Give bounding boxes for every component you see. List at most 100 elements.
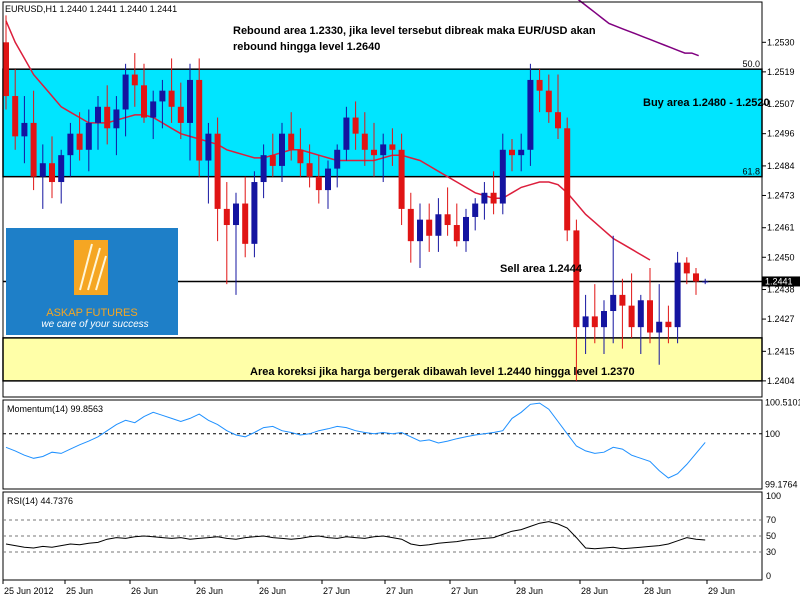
momentum-line: [5, 402, 706, 479]
candle-body: [490, 192, 497, 204]
candle-body: [3, 42, 9, 97]
candle-body: [85, 122, 92, 150]
x-tick-label: 28 Jun: [516, 586, 543, 596]
rsi-tick-label: 0: [766, 571, 771, 581]
candle-body: [223, 208, 230, 226]
candle-body: [233, 203, 239, 226]
annotation-rebound-1: Rebound area 1.2330, jika level tersebut…: [233, 25, 596, 37]
y-tick-label: 1.2415: [767, 346, 795, 356]
candle-body: [693, 273, 699, 282]
candle-body: [279, 133, 285, 166]
candle-body: [665, 321, 672, 328]
rsi-line: [5, 521, 706, 550]
y-tick-label: 1.2473: [767, 190, 795, 200]
candle-body: [564, 128, 571, 231]
candle-body: [426, 219, 433, 236]
candle-body: [601, 311, 607, 328]
candle-body: [21, 122, 28, 137]
brand-name: ASKAP FUTURES: [46, 307, 138, 319]
rsi-title: RSI(14) 44.7376: [7, 496, 73, 506]
candle-body: [463, 216, 469, 242]
rsi-tick-label: 50: [766, 531, 776, 541]
candle-body: [481, 192, 488, 204]
candle-body: [591, 316, 598, 328]
x-tick-label: 26 Jun: [196, 586, 223, 596]
x-tick-label: 27 Jun: [451, 586, 478, 596]
candle-body: [518, 149, 525, 156]
last-price-label: 1.2441: [765, 276, 793, 286]
fib-label-618: 61.8: [742, 167, 760, 177]
candle-body: [509, 149, 515, 156]
y-tick-label: 1.2484: [767, 161, 795, 171]
candle-body: [159, 90, 166, 102]
y-tick-label: 1.2450: [767, 252, 795, 262]
candle-body: [702, 281, 709, 283]
y-tick-label: 1.2404: [767, 376, 795, 386]
rsi-tick-label: 30: [766, 547, 776, 557]
candle-body: [527, 79, 534, 150]
candle-body: [242, 203, 249, 244]
candle-body: [49, 163, 55, 183]
panel-frame-1: [2, 399, 763, 490]
candle-body: [417, 219, 423, 242]
x-tick-label: 28 Jun: [644, 586, 671, 596]
candle-body: [545, 90, 552, 113]
candle-body: [288, 133, 295, 150]
ma-red-line: [5, 20, 651, 261]
candle-body: [647, 300, 653, 333]
candle-body: [325, 168, 331, 191]
momentum-title: Momentum(14) 99.8563: [7, 404, 103, 414]
rsi-tick-label: 70: [766, 515, 776, 525]
fib-label-50: 50.0: [742, 59, 760, 69]
y-tick-label: 1.2438: [767, 285, 795, 295]
candle-body: [555, 112, 561, 129]
candle-body: [380, 144, 387, 156]
candle-body: [76, 133, 83, 150]
annotation-correction: Area koreksi jika harga bergerak dibawah…: [250, 366, 635, 378]
candle-body: [113, 109, 120, 129]
candle-body: [95, 106, 101, 123]
y-tick-label: 1.2519: [767, 67, 795, 77]
candle-body: [269, 155, 276, 166]
candle-body: [435, 214, 442, 236]
candle-body: [58, 155, 65, 183]
candle-body: [389, 144, 396, 150]
x-tick-label: 27 Jun: [323, 586, 350, 596]
momentum-tick-label: 100.5101: [765, 397, 800, 407]
candle-body: [122, 74, 129, 110]
x-tick-label: 28 Jun: [581, 586, 608, 596]
brand-tagline: we care of your success: [41, 319, 148, 330]
brand-logo-stripes: [79, 243, 107, 291]
candle-body: [315, 176, 322, 191]
candle-body: [656, 321, 663, 333]
x-tick-label: 26 Jun: [259, 586, 286, 596]
candle-body: [177, 106, 184, 123]
x-tick-label: 27 Jun: [386, 586, 413, 596]
candle-body: [499, 149, 506, 204]
candle-body: [619, 294, 626, 306]
candle-body: [582, 316, 589, 328]
candle-body: [573, 230, 580, 328]
annotation-rebound-2: rebound hingga level 1.2640: [233, 41, 380, 53]
candle-body: [361, 133, 368, 150]
candle-body: [131, 74, 138, 86]
candle-body: [251, 182, 258, 244]
candle-body: [214, 133, 221, 209]
candle-body: [371, 149, 377, 156]
y-tick-label: 1.2427: [767, 314, 795, 324]
candle-body: [30, 122, 37, 177]
panel-frame-0: [2, 1, 763, 398]
candle-body: [444, 214, 451, 226]
candle-body: [168, 90, 175, 107]
candle-body: [453, 225, 460, 242]
ma-purple-line: [577, 0, 699, 57]
candle-body: [352, 117, 359, 134]
x-tick-label: 26 Jun: [131, 586, 158, 596]
annotation-sell: Sell area 1.2444: [500, 263, 583, 275]
y-tick-label: 1.2507: [767, 99, 795, 109]
zone-correction: [2, 337, 763, 382]
candle-body: [260, 155, 267, 183]
y-tick-label: 1.2496: [767, 129, 795, 139]
